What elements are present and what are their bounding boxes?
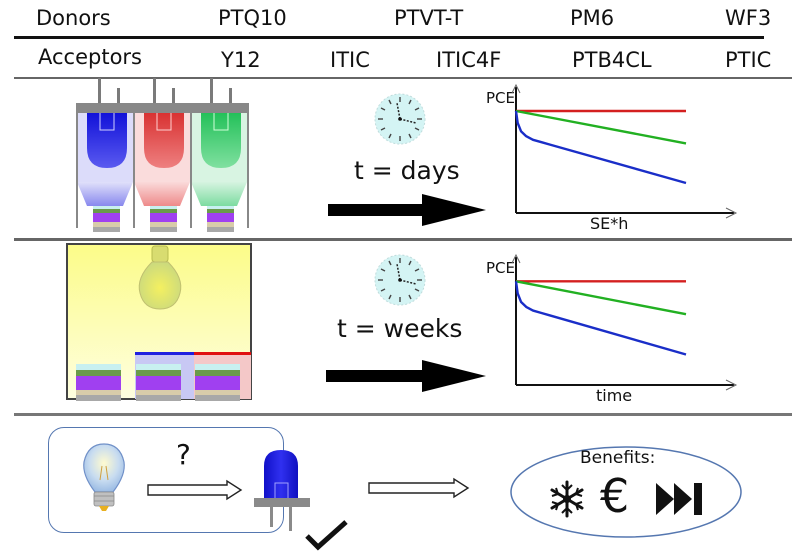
- clock-icon: [374, 254, 426, 306]
- donor-item: PM6: [570, 6, 615, 30]
- pce-vs-time-chart: PCE time: [486, 253, 738, 405]
- led-cell-green: [191, 112, 247, 206]
- arrow-right-icon: [328, 194, 486, 226]
- acceptor-item: ITIC4F: [436, 48, 502, 72]
- solar-cell-stacks: [93, 206, 234, 232]
- fast-forward-icon: [656, 483, 702, 515]
- x-axis-arrowhead: [725, 379, 738, 391]
- clock-icon: [374, 93, 426, 145]
- series-line-green: [515, 280, 687, 316]
- donor-item: PTVT-T: [394, 6, 464, 30]
- series-line-blue: [514, 281, 687, 356]
- x-axis-label: time: [596, 386, 632, 405]
- snowflake-icon: [550, 480, 584, 518]
- acceptor-item: Y12: [221, 48, 261, 72]
- led-cell-blue: [77, 112, 133, 206]
- pce-vs-seh-chart: PCE SE*h: [486, 83, 738, 233]
- checkmark-icon: [305, 520, 348, 551]
- lightbulb-icon: [83, 443, 125, 511]
- question-mark: ?: [176, 438, 191, 471]
- hollow-arrow-right-icon: [147, 479, 243, 501]
- y-axis-arrowhead: [511, 83, 521, 94]
- series-line-blue: [514, 110, 687, 185]
- arrow-right-icon: [326, 360, 486, 392]
- led-icon: [254, 450, 310, 531]
- x-axis-arrowhead: [725, 207, 738, 219]
- y-axis-label: PCE: [486, 259, 515, 277]
- series-line-green: [515, 109, 687, 145]
- acceptor-item: PTIC: [725, 48, 772, 72]
- led-cell-red: [134, 112, 190, 206]
- acceptors-label: Acceptors: [38, 45, 142, 69]
- y-axis-label: PCE: [486, 89, 515, 107]
- led-aging-setup: [76, 78, 249, 232]
- section-divider: [14, 238, 792, 241]
- hollow-arrow-right-icon: [368, 477, 470, 499]
- donors-label: Donors: [36, 6, 111, 30]
- lamp-aging-setup: [66, 243, 252, 401]
- acceptor-item: ITIC: [330, 48, 370, 72]
- time-label-days: t = days: [354, 156, 460, 185]
- x-axis-label: SE*h: [590, 214, 628, 233]
- donor-item: PTQ10: [218, 6, 287, 30]
- donor-item: WF3: [725, 6, 772, 30]
- time-label-weeks: t = weeks: [337, 314, 463, 343]
- benefits-label: Benefits:: [580, 448, 656, 468]
- y-axis-arrowhead: [511, 253, 521, 264]
- solar-cell-stacks: [76, 364, 240, 401]
- header-divider: [14, 36, 764, 39]
- lightbulb-icon: [138, 245, 182, 310]
- acceptor-item: PTB4CL: [572, 48, 652, 72]
- section-divider: [14, 413, 792, 416]
- section-divider: [14, 77, 792, 79]
- euro-icon: €: [600, 469, 630, 523]
